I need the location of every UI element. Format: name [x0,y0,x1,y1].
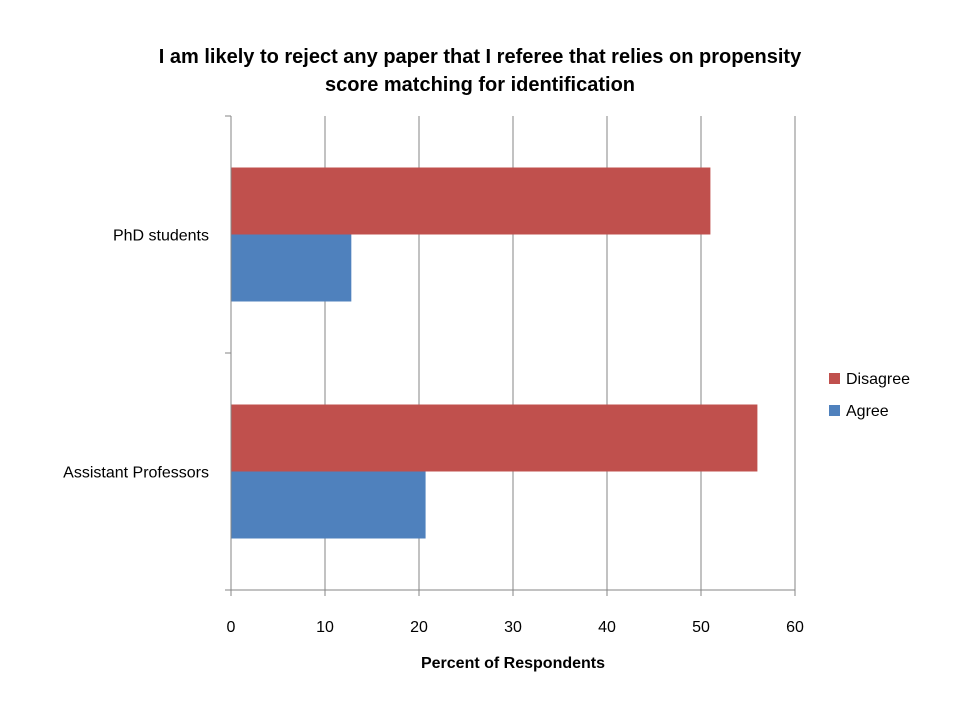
x-tick-label-0: 0 [227,619,236,636]
category-label-0: PhD students [113,228,209,245]
x-tick-label-60: 60 [786,619,804,636]
bar-agree-0 [231,234,352,302]
legend: Disagree Agree [829,371,910,420]
bars [231,167,758,539]
x-tick-label-50: 50 [692,619,710,636]
legend-swatch-agree [829,405,840,416]
legend-swatch-disagree [829,373,840,384]
axes [225,115,796,596]
chart-title-line-1: I am likely to reject any paper that I r… [158,46,802,68]
legend-label-agree: Agree [846,403,889,420]
chart-title: I am likely to reject any paper that I r… [0,43,960,99]
x-tick-label-40: 40 [598,619,616,636]
bar-disagree-1 [231,404,758,472]
category-label-1: Assistant Professors [63,465,209,482]
x-tick-label-30: 30 [504,619,522,636]
bar-agree-1 [231,471,426,539]
labels: Percent of Respondents 0 10 20 30 40 50 60 PhD … [63,228,804,673]
x-axis-title: Percent of Respondents [421,655,605,672]
legend-label-disagree: Disagree [846,371,910,388]
x-tick-label-10: 10 [316,619,334,636]
x-tick-label-20: 20 [410,619,428,636]
chart-title-line-2: score matching for identification [324,74,636,96]
bar-disagree-0 [231,167,711,235]
